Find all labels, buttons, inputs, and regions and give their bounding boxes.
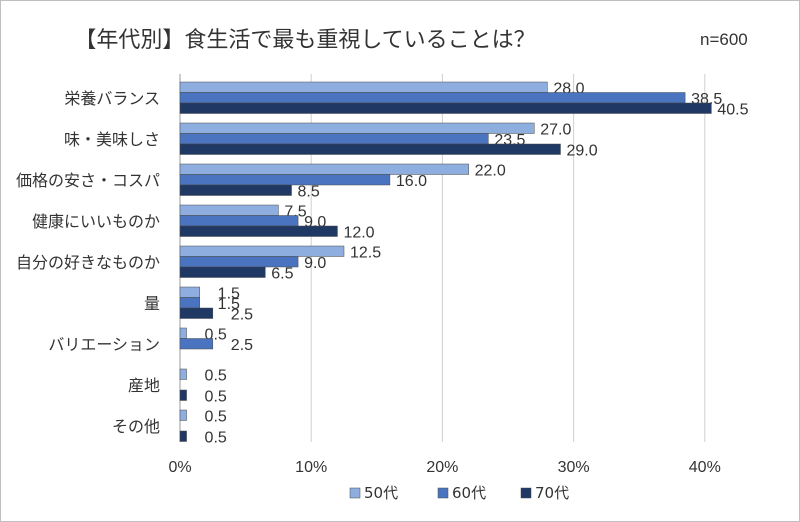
bar xyxy=(179,338,214,350)
legend-swatch xyxy=(520,487,532,499)
legend-label: 70代 xyxy=(535,484,569,502)
data-label: 40.5 xyxy=(717,101,748,118)
data-label: 29.0 xyxy=(566,142,597,159)
bar xyxy=(179,102,712,114)
data-label: 16.0 xyxy=(396,173,427,190)
data-label: 9.0 xyxy=(304,255,326,272)
category-label: 量 xyxy=(144,294,160,313)
category-label: 自分の好きなものか xyxy=(16,253,160,272)
bar xyxy=(179,297,200,309)
x-tick-label: 20% xyxy=(426,459,458,476)
data-label: 1.5 xyxy=(218,296,240,313)
data-label: 0.5 xyxy=(205,408,227,425)
category-label: 健康にいいものか xyxy=(32,212,160,231)
bar xyxy=(179,184,292,196)
legend-label: 50代 xyxy=(364,484,398,502)
bar xyxy=(179,389,187,401)
bar xyxy=(179,266,266,278)
data-label: 12.5 xyxy=(350,244,381,261)
bar xyxy=(179,225,338,237)
category-label: 産地 xyxy=(128,376,160,395)
data-label: 1.5 xyxy=(218,285,240,302)
data-label: 0.5 xyxy=(205,388,227,405)
bar xyxy=(179,430,187,442)
data-label: 12.0 xyxy=(343,224,374,241)
category-label: 栄養バランス xyxy=(64,89,160,108)
chart-title: 【年代別】食生活で最も重視していることは？ xyxy=(74,28,536,53)
category-label: 価格の安さ・コスパ xyxy=(16,171,160,190)
data-label: 8.5 xyxy=(298,183,320,200)
data-label: 0.5 xyxy=(205,429,227,446)
bar xyxy=(179,215,299,227)
sample-size-label: n=600 xyxy=(700,30,748,49)
x-tick-label: 30% xyxy=(558,459,590,476)
legend-swatch xyxy=(437,487,449,499)
bar xyxy=(179,143,561,155)
category-label: その他 xyxy=(112,417,160,436)
data-label: 2.5 xyxy=(231,306,253,323)
category-label: バリエーション xyxy=(48,335,160,354)
bar xyxy=(179,368,187,380)
bar xyxy=(179,286,200,298)
bar xyxy=(179,307,214,319)
x-tick-label: 0% xyxy=(168,459,191,476)
data-label: 22.0 xyxy=(475,162,506,179)
bar xyxy=(179,327,187,339)
bar xyxy=(179,133,489,145)
x-tick-label: 40% xyxy=(689,459,721,476)
bar xyxy=(179,409,187,421)
x-tick-label: 10% xyxy=(295,459,327,476)
bar xyxy=(179,81,548,93)
legend-swatch xyxy=(349,487,361,499)
bar xyxy=(179,204,279,216)
data-label: 2.5 xyxy=(231,337,253,354)
bar xyxy=(179,122,535,134)
category-label: 味・美味しさ xyxy=(64,130,160,149)
legend-label: 60代 xyxy=(452,484,486,502)
data-label: 27.0 xyxy=(540,121,571,138)
data-label: 6.5 xyxy=(271,265,293,282)
bar xyxy=(179,174,391,186)
data-label: 0.5 xyxy=(205,367,227,384)
bar xyxy=(179,92,686,104)
